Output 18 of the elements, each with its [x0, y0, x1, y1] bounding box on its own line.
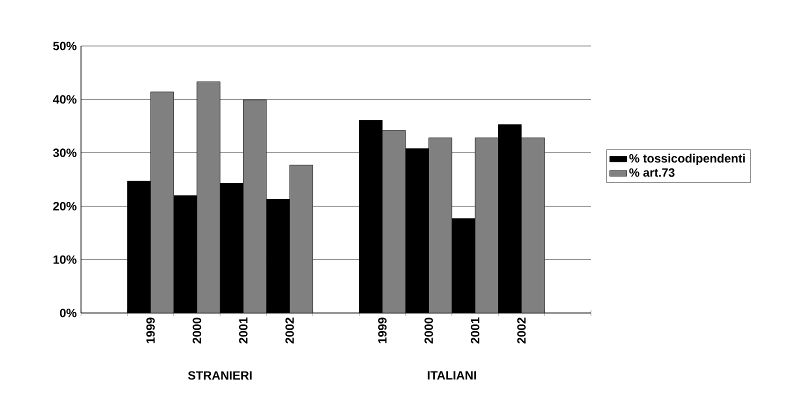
x-tick-label: 2002	[517, 318, 526, 344]
legend-label: % art.73	[629, 168, 675, 177]
x-tick-label: 2001	[239, 318, 248, 344]
text: ITALIANI	[428, 371, 476, 380]
y-tick-label: 20%	[53, 202, 76, 210]
text: STRANIERI	[188, 371, 252, 380]
x-tick-label: 2000	[424, 318, 433, 344]
x-tick-label: 2001	[470, 318, 480, 344]
y-tick-label: 0%	[60, 308, 76, 318]
x-tick-label: 2000	[192, 318, 202, 344]
x-tick-label: 1999	[378, 318, 387, 344]
y-tick-label: 30%	[53, 148, 76, 158]
legend-label: % tossicodipendenti	[629, 154, 745, 165]
y-tick-label: 50%	[53, 42, 76, 50]
x-tick-label: 1999	[146, 318, 155, 344]
x-tick-label: 2002	[285, 318, 294, 344]
y-tick-label: 40%	[52, 95, 76, 104]
y-tick-label: 10%	[54, 255, 76, 264]
